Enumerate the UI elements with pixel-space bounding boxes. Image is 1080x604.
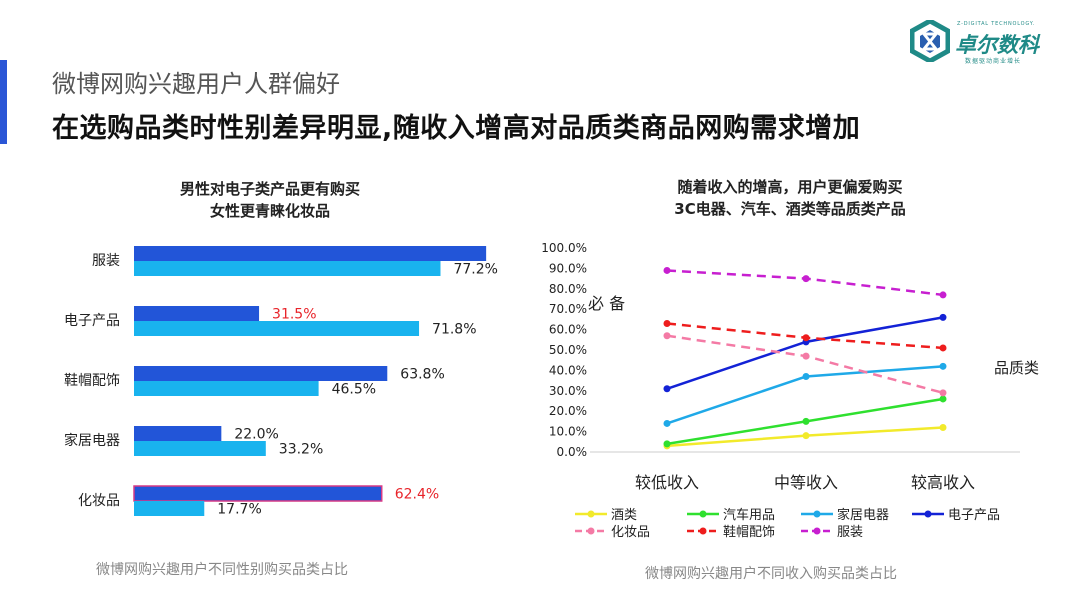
legend-label: 电子产品 (948, 508, 1000, 523)
series-point (663, 440, 671, 448)
bar-value-label: 17.7% (217, 502, 261, 518)
legend-marker (813, 527, 821, 535)
right-chart-title-line-2: 3C电器、汽车、酒类等品质类产品 (674, 200, 906, 218)
y-tick-label: 80.0% (549, 282, 587, 296)
logo-slogan: 数据驱动商业增长 (965, 58, 1022, 65)
series-point (663, 385, 671, 393)
x-tick-label: 中等收入 (774, 473, 838, 492)
series-point (802, 334, 810, 342)
y-tick-label: 100.0% (541, 241, 587, 255)
y-tick-label: 0.0% (557, 445, 588, 459)
bar-male (134, 366, 388, 381)
brand-logo: Z-DIGITAL TECHNOLOGY. 卓尔数科 数据驱动商业增长 (910, 18, 1070, 66)
legend-label: 鞋帽配饰 (723, 524, 775, 540)
bar-value-label: 33.2% (279, 442, 323, 458)
bar-category-label: 服装 (92, 253, 120, 269)
right-chart-title-line-1: 随着收入的增高，用户更偏爱购买 (677, 178, 903, 196)
y-tick-label: 40.0% (549, 363, 587, 377)
gender-category-bar-chart: 服装 88.7%77.2% 电子产品 31.5% 71.8% 鞋帽配饰 63.8% 46.5%… (64, 246, 500, 518)
bar-value-label: 22.0% (234, 427, 278, 443)
legend-marker (813, 510, 821, 518)
legend-marker (699, 510, 707, 518)
accent-bar (0, 60, 7, 144)
series-point (939, 344, 947, 352)
income-category-line-chart: 100.0% 90.0% 80.0% 70.0% 60.0% 50.0% 40.0% 30.0… (541, 241, 1039, 540)
bar-value-label: 63.8% (400, 367, 444, 383)
y-tick-label: 30.0% (549, 384, 587, 398)
series-point (939, 291, 947, 299)
bar-value-label: 77.2% (453, 262, 497, 278)
bar-male (134, 246, 487, 261)
legend-label: 化妆品 (611, 525, 650, 540)
bar-male (134, 426, 222, 441)
left-chart-title-line-1: 男性对电子类产品更有购买 (179, 180, 360, 198)
bar-category-label: 鞋帽配饰 (64, 373, 120, 389)
series-line (666, 269, 944, 297)
right-chart-caption: 微博网购兴趣用户不同收入购买品类占比 (645, 566, 897, 582)
series-point (939, 313, 947, 321)
series-point (663, 266, 671, 274)
series-point (663, 319, 671, 327)
bar-category-label: 家居电器 (64, 432, 120, 449)
bar-category-label: 电子产品 (64, 313, 120, 329)
bar-male (134, 306, 260, 321)
series-point (802, 373, 810, 381)
series-point (939, 395, 947, 403)
legend-label: 服装 (837, 525, 863, 540)
bar-female (134, 501, 205, 516)
bar-female (134, 261, 441, 276)
series-point (939, 362, 947, 370)
bar-value-label: 62.4% (395, 487, 439, 503)
legend-label: 汽车用品 (723, 507, 775, 523)
y-tick-label: 10.0% (549, 425, 587, 439)
bar-value-label: 71.8% (432, 322, 476, 338)
bar-male (133, 485, 383, 502)
series-point (802, 417, 810, 425)
bar-value-label: 46.5% (332, 382, 376, 398)
series-point (939, 389, 947, 397)
quality-annotation: 品质类 (994, 359, 1039, 377)
y-tick-label: 60.0% (549, 323, 587, 337)
logo-mark-icon (910, 20, 950, 62)
y-tick-label: 90.0% (549, 261, 587, 275)
page-subtitle: 微博网购兴趣用户人群偏好 (52, 70, 340, 98)
legend-label: 酒类 (611, 508, 637, 523)
y-tick-label: 50.0% (549, 343, 587, 357)
series-point (802, 352, 810, 360)
y-tick-label: 70.0% (549, 302, 587, 316)
series-point (802, 275, 810, 283)
legend-marker (699, 527, 707, 535)
series-point (939, 424, 947, 432)
legend-marker (587, 527, 595, 535)
page-headline: 在选购品类时性别差异明显,随收入增高对品质类商品网购需求增加 (52, 113, 861, 144)
logo-name: 卓尔数科 (955, 33, 1039, 57)
logo-tagline: Z-DIGITAL TECHNOLOGY. (957, 21, 1036, 27)
series-point (802, 432, 810, 440)
right-chart-title: 随着收入的增高，用户更偏爱购买 3C电器、汽车、酒类等品质类产品 (600, 176, 980, 220)
y-tick-label: 20.0% (549, 404, 587, 418)
bar-value-label: 88.7% (499, 247, 500, 263)
left-chart-title-line-2: 女性更青睐化妆品 (209, 202, 330, 220)
legend-marker (924, 510, 932, 518)
series-point (663, 419, 671, 427)
bar-category-label: 化妆品 (78, 493, 120, 509)
bar-value-label: 31.5% (272, 307, 316, 323)
bar-female (134, 381, 319, 396)
legend-marker (587, 510, 595, 518)
bar-female (134, 441, 266, 456)
series-point (663, 332, 671, 340)
x-tick-label: 较低收入 (635, 473, 699, 492)
left-chart-caption: 微博网购兴趣用户不同性别购买品类占比 (96, 562, 348, 578)
essential-annotation: 必 备 (588, 294, 625, 313)
bar-female (134, 321, 420, 336)
x-tick-label: 较高收入 (911, 473, 975, 492)
legend-label: 家居电器 (837, 507, 889, 523)
left-chart-title: 男性对电子类产品更有购买 女性更青睐化妆品 (120, 178, 420, 222)
